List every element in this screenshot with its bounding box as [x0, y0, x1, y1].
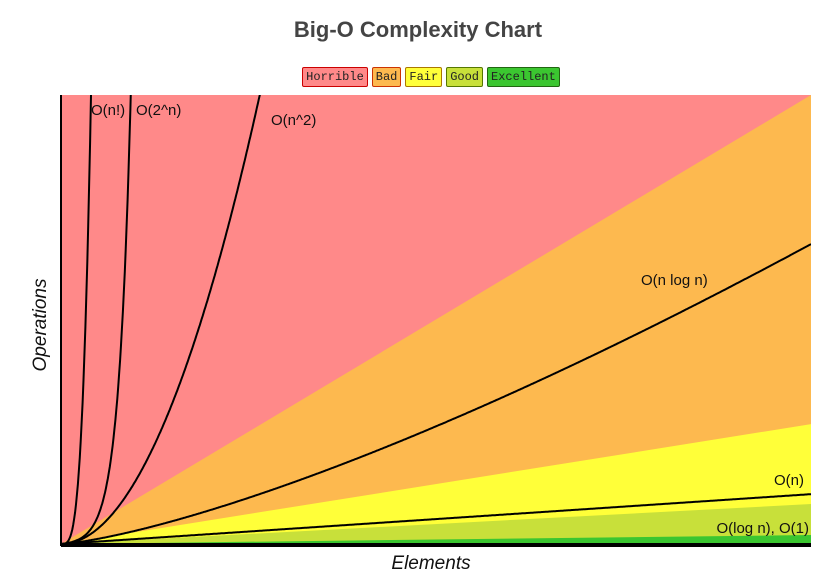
chart-title: Big-O Complexity Chart: [293, 17, 543, 42]
region-good: [61, 504, 811, 544]
region-fair: [61, 424, 811, 544]
series-line: [61, 493, 811, 544]
y-axis-label: Operations: [30, 278, 51, 371]
series-label: O(log n), O(1): [716, 520, 809, 537]
series-label: O(n): [774, 472, 804, 489]
series-label: O(n log n): [641, 272, 708, 289]
x-axis-label: Elements: [391, 553, 471, 574]
legend-item-bad: Bad: [371, 67, 402, 87]
series-line: [61, 95, 261, 544]
legend: Horrible Bad Fair Good Excellent: [0, 67, 836, 87]
series-label: O(2^n): [136, 102, 181, 119]
curves: [61, 95, 811, 544]
legend-item-excellent: Excellent: [487, 67, 560, 87]
series-label: O(n^2): [271, 112, 316, 129]
legend-item-good: Good: [446, 67, 484, 87]
region-bad: [61, 95, 811, 544]
series-label: O(n!): [91, 102, 125, 119]
region-excellent: [61, 535, 811, 544]
legend-item-horrible: Horrible: [302, 67, 368, 87]
series-line: [61, 243, 811, 544]
legend-item-fair: Fair: [405, 67, 443, 87]
